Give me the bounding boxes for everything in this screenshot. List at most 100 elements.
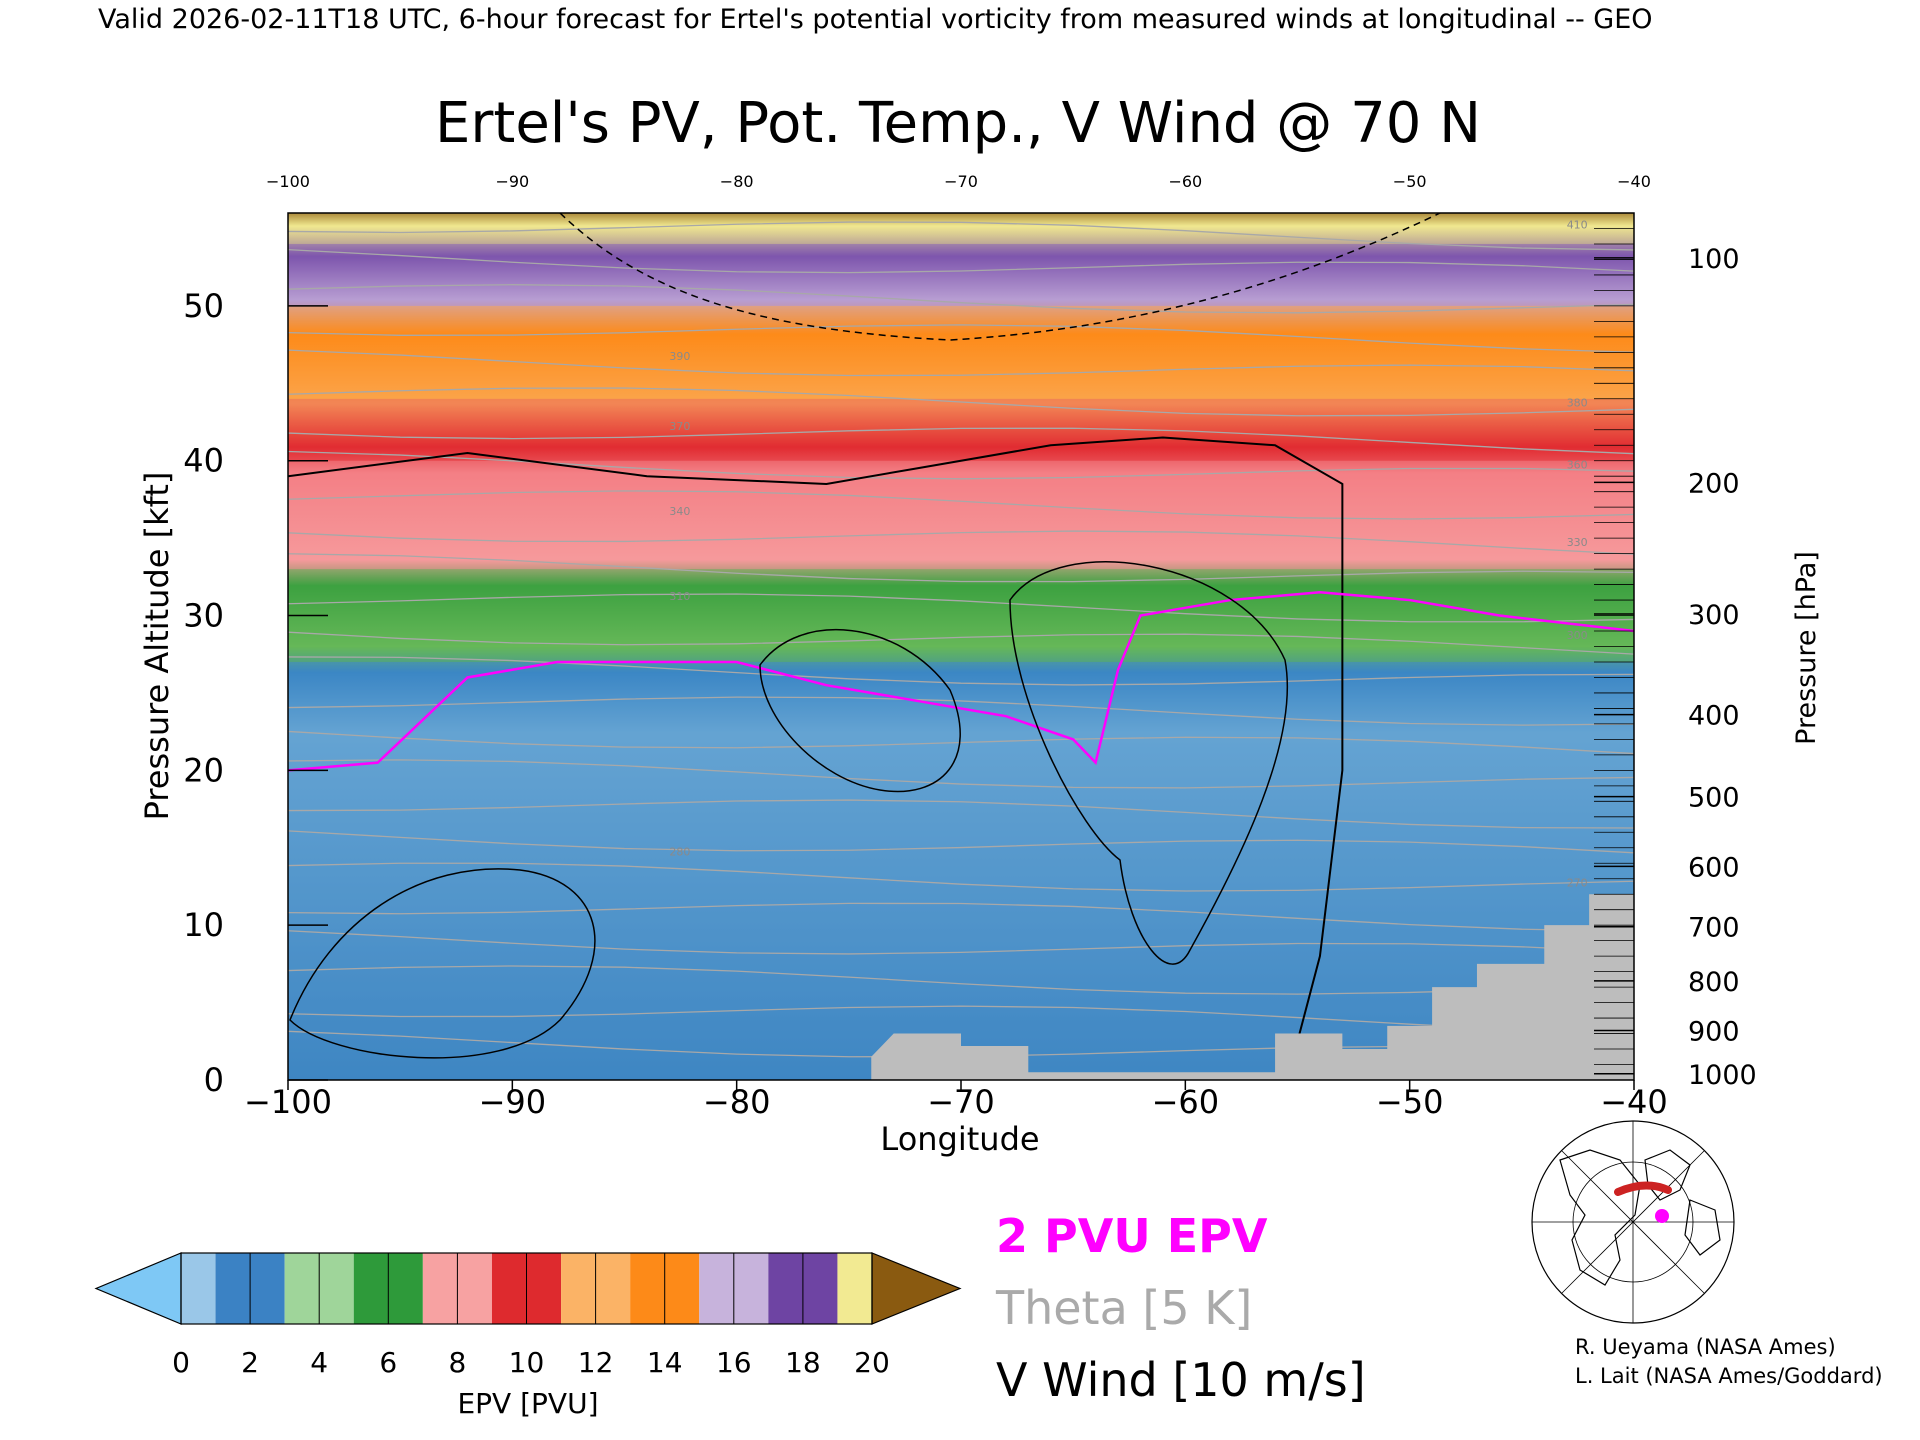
theta-contour-line bbox=[288, 631, 1634, 655]
theta-contour-line bbox=[288, 530, 1634, 555]
vwind-contour-center bbox=[759, 628, 961, 793]
valid-header: Valid 2026-02-11T18 UTC, 6-hour forecast… bbox=[98, 4, 1653, 35]
colorbar bbox=[94, 1252, 962, 1325]
colorbar-cell bbox=[595, 1253, 631, 1324]
x-axis: −100 −90 −80 −70 −60 −50 −40 bbox=[244, 1080, 1668, 1121]
colorbar-tick-label: 14 bbox=[647, 1346, 683, 1379]
colorbar-tick-label: 12 bbox=[578, 1346, 614, 1379]
credit-line-1: R. Ueyama (NASA Ames) bbox=[1575, 1335, 1836, 1359]
map-flight-track bbox=[1614, 1181, 1672, 1196]
colorbar-label: EPV [PVU] bbox=[457, 1387, 598, 1420]
theta-contour-line bbox=[288, 248, 1634, 274]
theta-contours: 270 280 300 310 330 340 360 370 380 390 410 bbox=[288, 218, 1634, 1058]
theta-contour-line bbox=[288, 862, 1634, 892]
y-right-tick-label: 1000 bbox=[1688, 1060, 1757, 1091]
colorbar-cell bbox=[561, 1253, 596, 1324]
theta-contour-line bbox=[288, 450, 1634, 480]
theta-contour-label: 330 bbox=[1567, 536, 1588, 549]
theta-contour-line bbox=[288, 902, 1634, 932]
y-right-tick-label: 100 bbox=[1688, 244, 1740, 275]
colorbar-cell bbox=[630, 1253, 665, 1324]
map-coastline-north-america bbox=[1559, 1149, 1641, 1286]
y-left-tick-label: 20 bbox=[183, 751, 224, 789]
x-axis-top: −100 −90 −80 −70 −60 −50 −40 bbox=[266, 172, 1651, 191]
vwind-zero-contour bbox=[288, 436, 1344, 1042]
pv-band bbox=[288, 213, 1634, 244]
pv-bands bbox=[288, 213, 1634, 1080]
theta-contour-label: 410 bbox=[1567, 218, 1588, 231]
map-meridian bbox=[1561, 1150, 1705, 1294]
two-pvu-contour bbox=[288, 591, 1634, 772]
theta-contour-line bbox=[288, 830, 1634, 854]
pv-band bbox=[288, 661, 1634, 1080]
colorbar-cell bbox=[699, 1253, 734, 1324]
y-left-tick-label: 30 bbox=[183, 597, 224, 635]
colorbar-cell bbox=[284, 1253, 320, 1324]
legend-theta: Theta [5 K] bbox=[995, 1281, 1252, 1335]
theta-contour-line bbox=[288, 799, 1634, 829]
colorbar-under-arrow bbox=[94, 1252, 182, 1325]
pv-band bbox=[288, 305, 1634, 399]
x-top-tick-label: −40 bbox=[1617, 172, 1651, 191]
theta-contour-label: 360 bbox=[1567, 458, 1588, 471]
x-top-tick-label: −60 bbox=[1168, 172, 1202, 191]
theta-contour-line bbox=[288, 324, 1634, 353]
theta-contour-line bbox=[288, 759, 1634, 789]
colorbar-over-arrow bbox=[871, 1252, 962, 1325]
y-axis-left-label: Pressure Altitude [kft] bbox=[138, 472, 176, 821]
colorbar-cell bbox=[733, 1253, 769, 1324]
colorbar-cell bbox=[664, 1253, 700, 1324]
colorbar-cell bbox=[837, 1253, 872, 1324]
colorbar-tick-label: 16 bbox=[716, 1346, 752, 1379]
colorbar-cell bbox=[768, 1253, 803, 1324]
colorbar-cell bbox=[802, 1253, 838, 1324]
theta-contour-line bbox=[288, 349, 1634, 377]
colorbar-cell bbox=[353, 1253, 389, 1324]
colorbar-cell bbox=[388, 1253, 423, 1324]
x-tick-label: −80 bbox=[703, 1083, 771, 1121]
theta-contour-label: 270 bbox=[1567, 876, 1588, 889]
y-axis-right-label: Pressure [hPa] bbox=[1791, 551, 1822, 745]
theta-contour-line bbox=[288, 930, 1634, 955]
colorbar-tick-label: 0 bbox=[172, 1346, 190, 1379]
x-axis-label: Longitude bbox=[880, 1120, 1039, 1158]
theta-contour-line bbox=[288, 965, 1634, 995]
pv-band bbox=[288, 398, 1634, 461]
y-axis-left: 0 10 20 30 40 50 bbox=[183, 287, 328, 1099]
x-tick-label: −70 bbox=[927, 1083, 995, 1121]
theta-contour-line bbox=[288, 593, 1634, 623]
pv-background bbox=[288, 213, 1634, 1080]
x-top-tick-label: −50 bbox=[1393, 172, 1427, 191]
y-left-tick-label: 10 bbox=[183, 906, 224, 944]
y-right-tick-label: 400 bbox=[1688, 701, 1740, 732]
y-left-tick-label: 50 bbox=[183, 287, 224, 325]
locator-map bbox=[1531, 1120, 1735, 1324]
x-top-tick-label: −100 bbox=[266, 172, 310, 191]
y-right-tick-label: 500 bbox=[1688, 783, 1740, 814]
theta-contour-line bbox=[288, 730, 1634, 755]
theta-contour-line bbox=[288, 427, 1634, 455]
theta-contour-line bbox=[288, 553, 1634, 583]
vwind-contour-west bbox=[289, 868, 596, 1059]
colorbar-tick-label: 4 bbox=[310, 1346, 328, 1379]
theta-contour-label: 340 bbox=[669, 505, 690, 518]
map-location-marker bbox=[1655, 1209, 1669, 1223]
colorbar-ticks: 0 2 4 6 8 10 12 14 16 18 20 bbox=[172, 1253, 890, 1379]
colorbar-cell bbox=[457, 1253, 492, 1324]
y-right-tick-label: 200 bbox=[1688, 468, 1740, 499]
colorbar-cell bbox=[526, 1253, 562, 1324]
x-top-tick-label: −90 bbox=[495, 172, 529, 191]
theta-contour-line bbox=[288, 221, 1634, 251]
y-right-tick-label: 800 bbox=[1688, 967, 1740, 998]
colorbar-cell bbox=[181, 1253, 216, 1324]
y-right-tick-label: 900 bbox=[1688, 1016, 1740, 1047]
map-coastline-europe bbox=[1684, 1199, 1721, 1256]
theta-contour-label: 310 bbox=[669, 590, 690, 603]
theta-contour-label: 380 bbox=[1567, 397, 1588, 410]
x-tick-label: −60 bbox=[1152, 1083, 1220, 1121]
pv-band bbox=[288, 460, 1634, 570]
colorbar-cell bbox=[422, 1253, 458, 1324]
credit-line-2: L. Lait (NASA Ames/Goddard) bbox=[1575, 1364, 1883, 1388]
pv-band bbox=[288, 569, 1634, 662]
